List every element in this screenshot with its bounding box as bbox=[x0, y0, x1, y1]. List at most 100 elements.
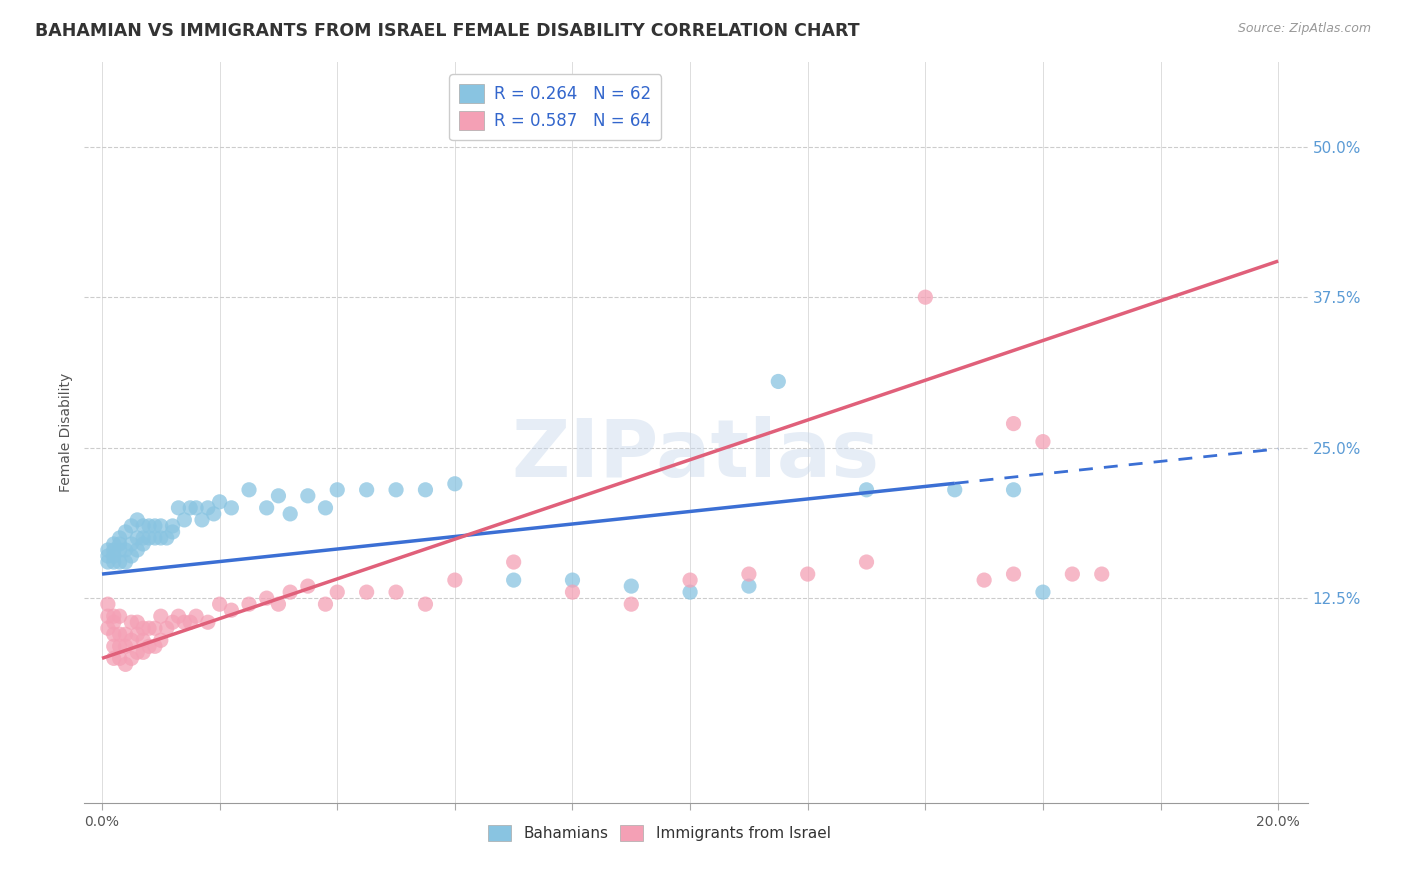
Point bbox=[208, 597, 231, 611]
Point bbox=[1032, 434, 1054, 449]
Point bbox=[167, 609, 190, 624]
Point bbox=[267, 489, 290, 503]
Point bbox=[162, 519, 184, 533]
Point bbox=[179, 615, 201, 630]
Point bbox=[114, 627, 136, 641]
Point bbox=[127, 627, 149, 641]
Point bbox=[1091, 567, 1114, 582]
Text: Source: ZipAtlas.com: Source: ZipAtlas.com bbox=[1237, 22, 1371, 36]
Point bbox=[143, 640, 166, 654]
Point bbox=[502, 573, 524, 587]
Point bbox=[114, 524, 136, 539]
Point bbox=[132, 633, 155, 648]
Point bbox=[415, 597, 437, 611]
Point bbox=[768, 375, 790, 389]
Point bbox=[103, 609, 125, 624]
Point bbox=[114, 543, 136, 558]
Text: 20.0%: 20.0% bbox=[1257, 814, 1301, 829]
Point bbox=[855, 483, 877, 497]
Point bbox=[132, 621, 155, 635]
Point bbox=[738, 579, 761, 593]
Point bbox=[108, 537, 131, 551]
Point bbox=[120, 651, 142, 665]
Point bbox=[103, 537, 125, 551]
Point bbox=[103, 640, 125, 654]
Point bbox=[855, 555, 877, 569]
Point bbox=[149, 531, 172, 545]
Point bbox=[127, 531, 149, 545]
Point bbox=[238, 597, 260, 611]
Point bbox=[1002, 483, 1025, 497]
Point bbox=[132, 519, 155, 533]
Point bbox=[108, 651, 131, 665]
Point bbox=[208, 495, 231, 509]
Point bbox=[197, 500, 219, 515]
Point bbox=[143, 531, 166, 545]
Point bbox=[138, 640, 160, 654]
Point bbox=[679, 573, 702, 587]
Point bbox=[1002, 567, 1025, 582]
Point bbox=[221, 500, 243, 515]
Point bbox=[120, 549, 142, 563]
Point bbox=[256, 500, 278, 515]
Point bbox=[127, 615, 149, 630]
Point bbox=[173, 513, 195, 527]
Point bbox=[97, 621, 120, 635]
Point bbox=[97, 597, 120, 611]
Point bbox=[120, 615, 142, 630]
Point bbox=[297, 489, 319, 503]
Point bbox=[620, 579, 643, 593]
Point bbox=[444, 476, 467, 491]
Legend: Bahamians, Immigrants from Israel: Bahamians, Immigrants from Israel bbox=[482, 819, 837, 847]
Point bbox=[97, 609, 120, 624]
Point bbox=[120, 519, 142, 533]
Point bbox=[943, 483, 966, 497]
Point bbox=[914, 290, 936, 304]
Point bbox=[143, 621, 166, 635]
Point bbox=[114, 555, 136, 569]
Point bbox=[221, 603, 243, 617]
Point bbox=[197, 615, 219, 630]
Point bbox=[191, 513, 214, 527]
Point bbox=[138, 519, 160, 533]
Point bbox=[103, 615, 125, 630]
Point bbox=[108, 627, 131, 641]
Point bbox=[138, 621, 160, 635]
Point bbox=[267, 597, 290, 611]
Point bbox=[127, 645, 149, 659]
Point bbox=[297, 579, 319, 593]
Point bbox=[1002, 417, 1025, 431]
Point bbox=[103, 627, 125, 641]
Point bbox=[108, 543, 131, 558]
Point bbox=[278, 507, 301, 521]
Point bbox=[97, 543, 120, 558]
Point bbox=[238, 483, 260, 497]
Point bbox=[184, 500, 207, 515]
Point bbox=[108, 531, 131, 545]
Point bbox=[149, 519, 172, 533]
Point bbox=[278, 585, 301, 599]
Point bbox=[120, 537, 142, 551]
Point bbox=[314, 597, 336, 611]
Point bbox=[561, 585, 583, 599]
Point bbox=[103, 549, 125, 563]
Point bbox=[738, 567, 761, 582]
Point bbox=[620, 597, 643, 611]
Point bbox=[103, 555, 125, 569]
Point bbox=[796, 567, 818, 582]
Point bbox=[114, 640, 136, 654]
Point bbox=[356, 585, 378, 599]
Point bbox=[973, 573, 995, 587]
Point bbox=[108, 555, 131, 569]
Point bbox=[138, 531, 160, 545]
Point bbox=[97, 549, 120, 563]
Point bbox=[149, 633, 172, 648]
Point bbox=[679, 585, 702, 599]
Text: BAHAMIAN VS IMMIGRANTS FROM ISRAEL FEMALE DISABILITY CORRELATION CHART: BAHAMIAN VS IMMIGRANTS FROM ISRAEL FEMAL… bbox=[35, 22, 860, 40]
Point bbox=[385, 585, 408, 599]
Point bbox=[132, 537, 155, 551]
Point bbox=[156, 531, 179, 545]
Point bbox=[162, 615, 184, 630]
Point bbox=[356, 483, 378, 497]
Point bbox=[143, 519, 166, 533]
